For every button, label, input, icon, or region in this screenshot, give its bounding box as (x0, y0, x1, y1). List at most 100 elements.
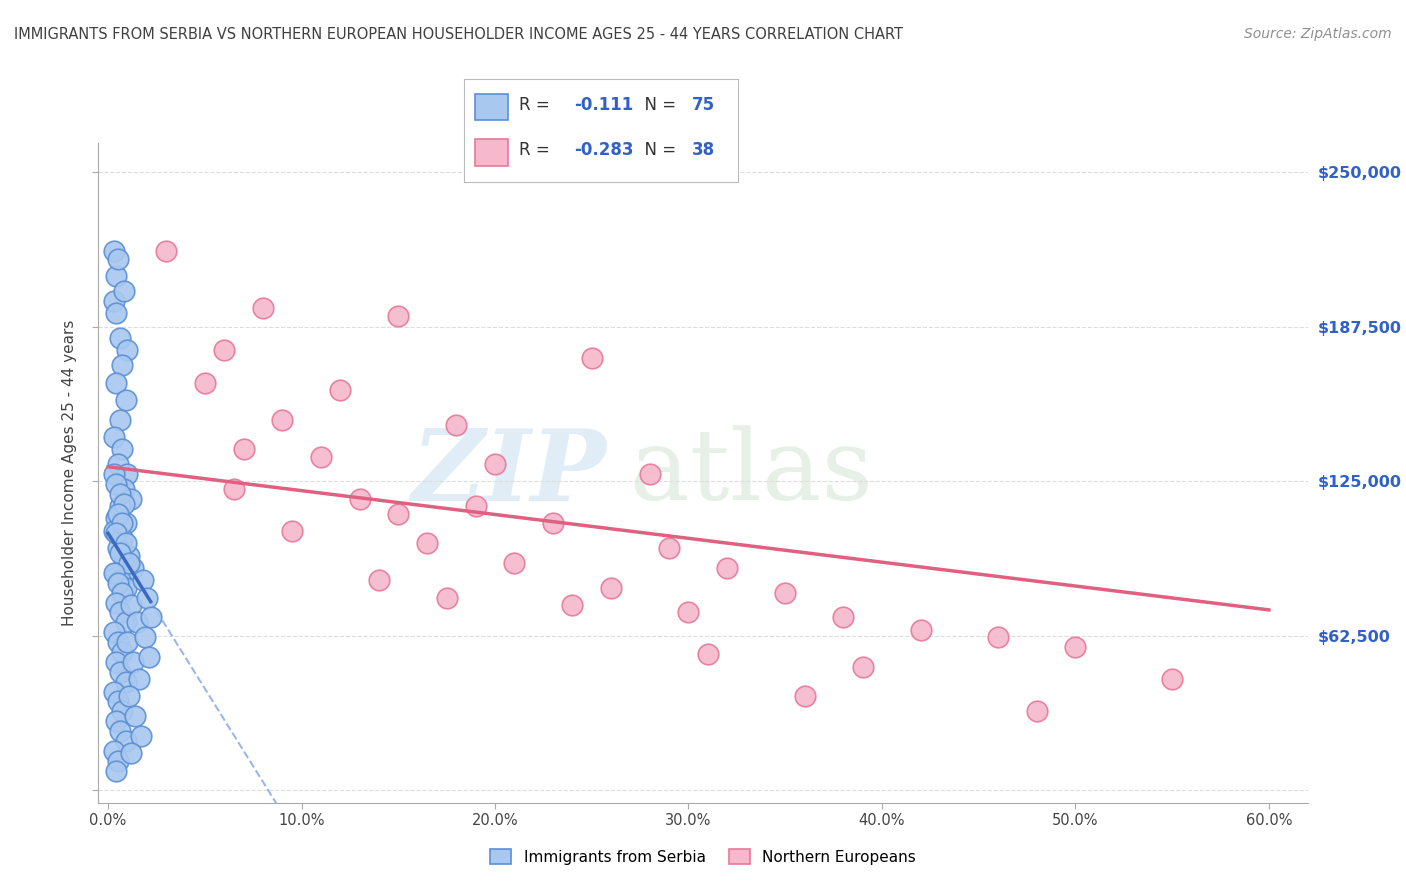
Point (436, 591, 458, 605)
Point (108, 331, 131, 345)
Point (503, 556, 526, 570)
Point (108, 606, 131, 620)
Point (112, 482, 135, 496)
Point (194, 376, 217, 390)
Point (104, 376, 127, 390)
Point (104, 306, 127, 320)
Point (138, 649, 160, 664)
Point (107, 252, 129, 266)
Point (222, 482, 245, 496)
Point (103, 566, 125, 580)
Point (103, 524, 125, 538)
Point (107, 457, 129, 471)
Point (104, 476, 127, 491)
Text: atlas: atlas (630, 425, 873, 521)
Point (252, 301, 274, 316)
Point (111, 704, 134, 718)
FancyBboxPatch shape (475, 94, 508, 120)
Point (416, 536, 439, 550)
Point (107, 754, 129, 768)
Point (910, 623, 932, 637)
Point (541, 516, 564, 531)
Point (1064, 640, 1087, 654)
Point (108, 487, 131, 501)
Point (103, 430, 125, 444)
Text: Source: ZipAtlas.com: Source: ZipAtlas.com (1244, 27, 1392, 41)
Point (104, 655, 127, 669)
Text: N =: N = (634, 96, 682, 114)
Point (134, 630, 156, 644)
Point (111, 516, 134, 531)
Point (120, 491, 142, 506)
Point (103, 625, 125, 640)
Point (638, 467, 661, 481)
Point (117, 467, 139, 481)
Text: -0.283: -0.283 (574, 141, 633, 159)
Point (104, 526, 127, 541)
Point (678, 606, 700, 620)
Point (107, 507, 129, 521)
Point (232, 442, 254, 457)
Point (112, 556, 135, 570)
Point (124, 709, 146, 723)
Point (108, 665, 131, 679)
Point (120, 598, 142, 612)
Point (104, 566, 127, 580)
Point (561, 598, 583, 612)
Point (108, 724, 131, 739)
Point (111, 585, 134, 599)
Point (103, 684, 125, 698)
Point (387, 309, 409, 323)
Point (104, 714, 127, 729)
Point (111, 442, 134, 457)
Point (832, 610, 855, 624)
Text: ZIP: ZIP (412, 425, 606, 521)
Point (114, 615, 136, 630)
Y-axis label: Householder Income Ages 25 - 44 years: Householder Income Ages 25 - 44 years (62, 319, 77, 626)
Point (103, 244, 125, 259)
Point (139, 610, 162, 624)
Point (696, 648, 718, 662)
Point (107, 635, 129, 649)
Point (773, 585, 796, 599)
Point (349, 491, 371, 506)
Point (103, 744, 125, 758)
Point (118, 549, 141, 563)
Text: R =: R = (519, 141, 555, 159)
Point (107, 575, 129, 590)
Point (114, 392, 136, 407)
FancyBboxPatch shape (475, 139, 508, 166)
Point (135, 591, 157, 605)
Point (114, 536, 136, 550)
Point (446, 417, 468, 432)
Point (716, 561, 738, 575)
Point (104, 764, 127, 778)
Point (112, 284, 135, 298)
Point (108, 412, 131, 426)
Point (107, 541, 129, 556)
Point (104, 269, 127, 284)
Point (114, 516, 136, 531)
Point (111, 358, 134, 372)
Text: -0.111: -0.111 (574, 96, 633, 114)
Point (1161, 672, 1184, 686)
Point (212, 343, 235, 358)
Point (600, 581, 623, 595)
Point (793, 690, 815, 704)
Point (852, 660, 875, 674)
Point (581, 351, 603, 365)
Point (114, 734, 136, 748)
Point (484, 457, 506, 471)
Point (104, 511, 127, 525)
Point (129, 729, 152, 743)
Point (107, 694, 129, 708)
Text: IMMIGRANTS FROM SERBIA VS NORTHERN EUROPEAN HOUSEHOLDER INCOME AGES 25 - 44 YEAR: IMMIGRANTS FROM SERBIA VS NORTHERN EUROP… (14, 27, 903, 42)
Point (111, 645, 134, 659)
Point (108, 546, 131, 560)
Point (658, 541, 681, 556)
Point (1025, 704, 1047, 718)
Point (108, 574, 131, 588)
Point (368, 574, 391, 588)
Point (122, 561, 145, 575)
Text: 75: 75 (692, 96, 714, 114)
